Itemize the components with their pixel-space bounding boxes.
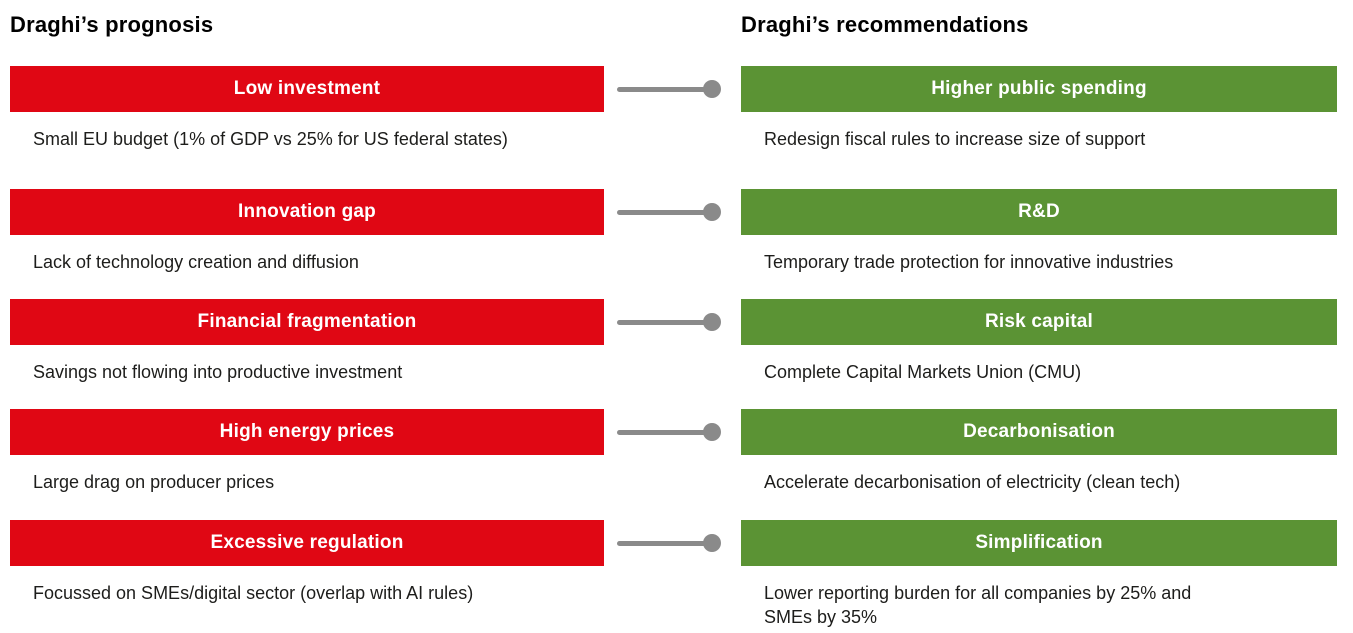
connector-row-5: [617, 534, 721, 552]
connector-dot: [703, 313, 721, 331]
prognosis-description: Small EU budget (1% of GDP vs 25% for US…: [33, 129, 508, 149]
prognosis-description: Focussed on SMEs/digital sector (overlap…: [33, 583, 474, 603]
recommendation-item-simplification: Simplification Lower reporting burden fo…: [741, 520, 1337, 629]
connector-row-2: [617, 203, 721, 221]
recommendation-box-label: Simplification: [741, 520, 1337, 566]
connector-row-4: [617, 423, 721, 441]
recommendation-box-label: Higher public spending: [741, 66, 1337, 112]
prognosis-description: Savings not flowing into productive inve…: [33, 362, 403, 382]
prognosis-item-high-energy-prices: High energy prices Large drag on produce…: [10, 409, 604, 494]
recommendations-column-title: Draghi’s recommendations: [741, 12, 1029, 37]
recommendation-description-line-2: SMEs by 35%: [764, 607, 878, 627]
recommendation-box-label: Risk capital: [741, 299, 1337, 345]
connector-row-1: [617, 80, 721, 98]
prognosis-description: Large drag on producer prices: [33, 472, 275, 492]
recommendation-item-risk-capital: Risk capital Complete Capital Markets Un…: [741, 299, 1337, 384]
connector-line: [617, 429, 707, 435]
prognosis-column-title: Draghi’s prognosis: [10, 12, 214, 37]
prognosis-box-label: Financial fragmentation: [10, 299, 604, 345]
connector-dot: [703, 203, 721, 221]
recommendation-description: Complete Capital Markets Union (CMU): [764, 362, 1082, 382]
prognosis-item-low-investment: Low investment Small EU budget (1% of GD…: [10, 66, 604, 151]
prognosis-box-label: High energy prices: [10, 409, 604, 455]
recommendation-item-higher-public-spending: Higher public spending Redesign fiscal r…: [741, 66, 1337, 151]
connector-dot: [703, 534, 721, 552]
recommendation-item-decarbonisation: Decarbonisation Accelerate decarbonisati…: [741, 409, 1337, 494]
prognosis-box-label: Innovation gap: [10, 189, 604, 235]
prognosis-item-innovation-gap: Innovation gap Lack of technology creati…: [10, 189, 604, 274]
prognosis-item-excessive-regulation: Excessive regulation Focussed on SMEs/di…: [10, 520, 604, 605]
connector-line: [617, 540, 707, 546]
recommendation-item-rd: R&D Temporary trade protection for innov…: [741, 189, 1337, 274]
connector-line: [617, 86, 707, 92]
recommendation-description: Lower reporting burden for all companies…: [741, 581, 1337, 629]
recommendation-box-label: Decarbonisation: [741, 409, 1337, 455]
prognosis-description: Lack of technology creation and diffusio…: [33, 252, 359, 272]
connector-dot: [703, 423, 721, 441]
recommendation-description-line-1: Lower reporting burden for all companies…: [764, 583, 1192, 603]
prognosis-box-label: Excessive regulation: [10, 520, 604, 566]
recommendation-description: Accelerate decarbonisation of electricit…: [764, 472, 1181, 492]
recommendation-box-label: R&D: [741, 189, 1337, 235]
connector-row-3: [617, 313, 721, 331]
connector-line: [617, 319, 707, 325]
connector-line: [617, 209, 707, 215]
recommendation-description: Temporary trade protection for innovativ…: [764, 252, 1174, 272]
recommendation-description: Redesign fiscal rules to increase size o…: [764, 129, 1146, 149]
prognosis-item-financial-fragmentation: Financial fragmentation Savings not flow…: [10, 299, 604, 384]
prognosis-box-label: Low investment: [10, 66, 604, 112]
connector-dot: [703, 80, 721, 98]
